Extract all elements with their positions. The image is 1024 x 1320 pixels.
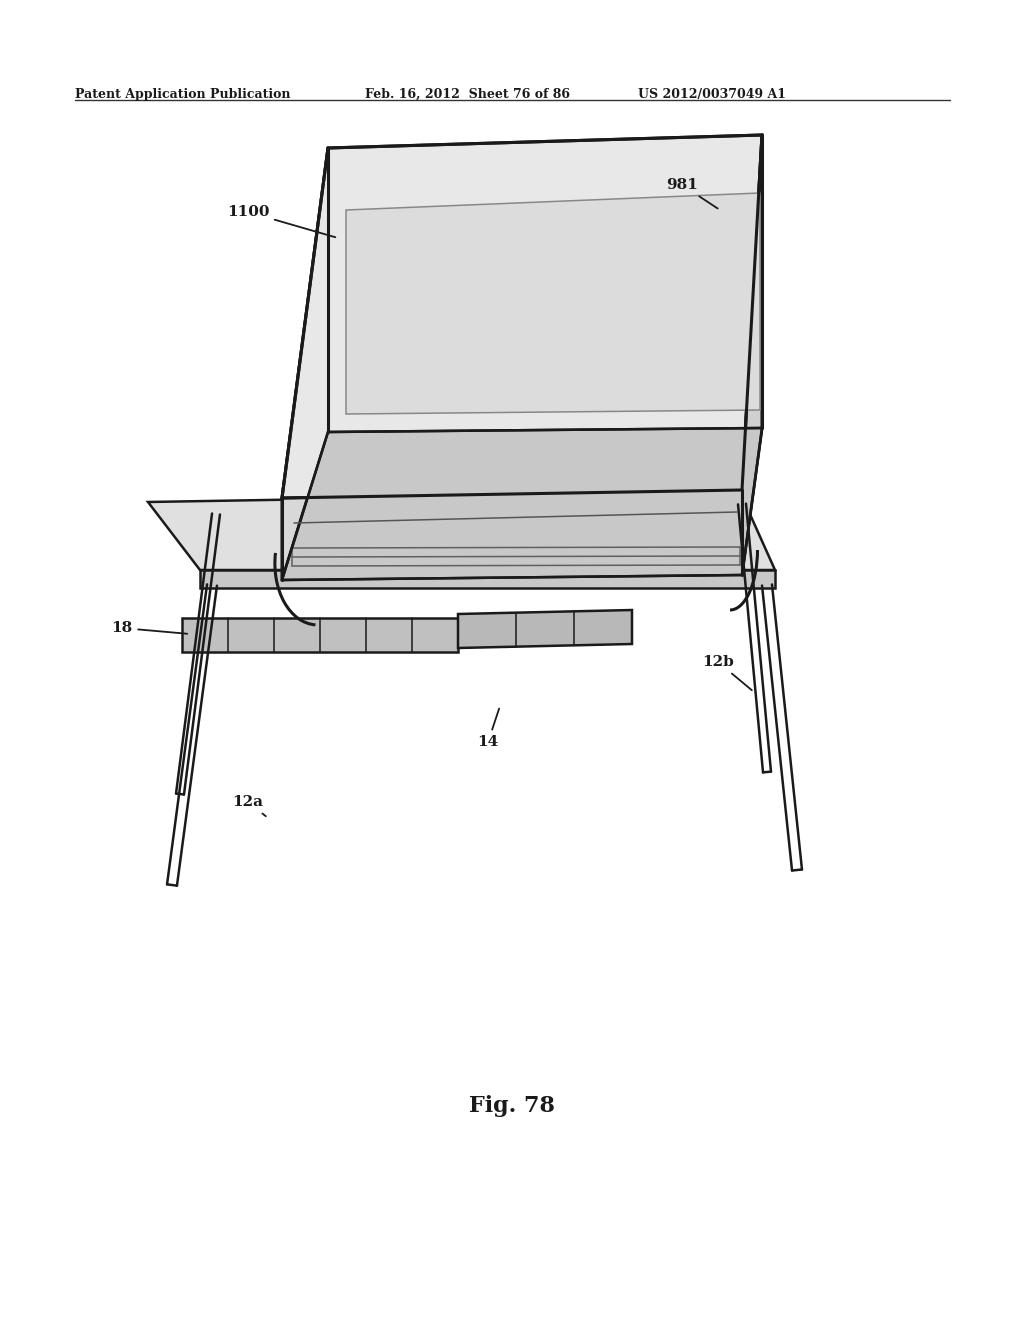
Text: 981: 981 xyxy=(666,178,718,209)
Polygon shape xyxy=(182,618,458,652)
Polygon shape xyxy=(282,148,328,579)
Text: Patent Application Publication: Patent Application Publication xyxy=(75,88,291,102)
Text: 12b: 12b xyxy=(702,655,752,690)
Text: Feb. 16, 2012  Sheet 76 of 86: Feb. 16, 2012 Sheet 76 of 86 xyxy=(365,88,570,102)
Text: 12a: 12a xyxy=(232,795,266,816)
Polygon shape xyxy=(200,570,775,587)
Text: Fig. 78: Fig. 78 xyxy=(469,1096,555,1117)
Polygon shape xyxy=(346,193,760,414)
Polygon shape xyxy=(742,135,762,576)
Text: 18: 18 xyxy=(112,620,187,635)
Text: 14: 14 xyxy=(477,709,499,748)
Text: 1100: 1100 xyxy=(226,205,335,238)
Polygon shape xyxy=(282,135,762,498)
Polygon shape xyxy=(282,428,762,579)
Polygon shape xyxy=(458,610,632,648)
Text: US 2012/0037049 A1: US 2012/0037049 A1 xyxy=(638,88,786,102)
Polygon shape xyxy=(148,492,775,570)
